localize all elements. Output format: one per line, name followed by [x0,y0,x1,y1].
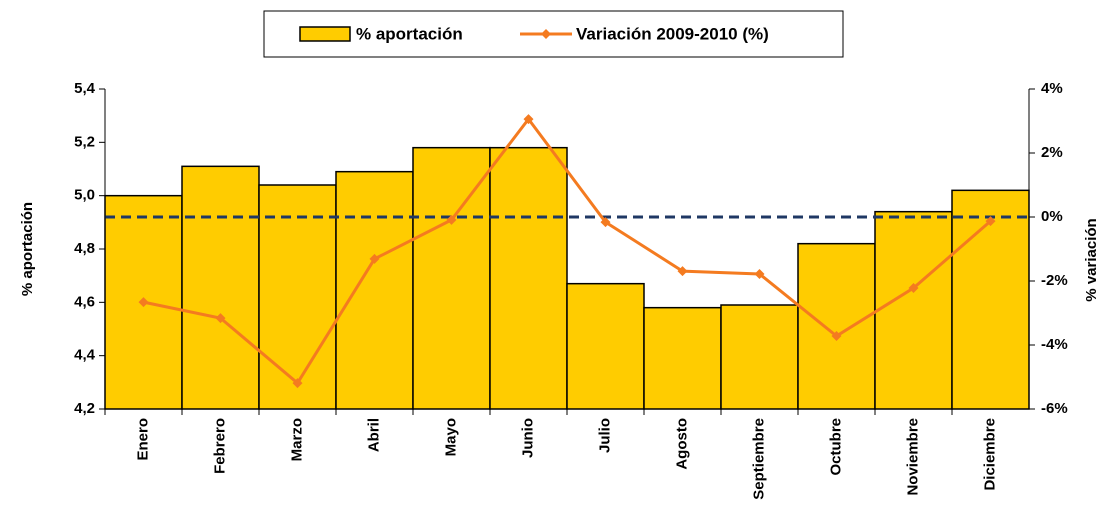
y2-axis-title: % variación [1083,218,1100,301]
line-marker [985,216,996,227]
line-marker [908,283,919,294]
y-tick-label: 5,0 [74,187,95,204]
legend-label: Variación 2009-2010 (%) [576,24,769,43]
x-tick-label: Diciembre [981,418,998,491]
bar [720,304,799,410]
x-tick-label: Julio [596,418,613,453]
y2-tick-label: 4% [1041,80,1063,97]
y-tick-label: 5,4 [74,80,96,97]
y2-tick-label: -4% [1041,336,1068,353]
bar [797,242,876,410]
bar [643,306,722,410]
bar [566,282,645,410]
line-marker [677,266,688,277]
bar [489,146,568,410]
y-tick-label: 5,2 [74,133,95,150]
y-tick-label: 4,6 [74,293,95,310]
x-tick-label: Enero [134,418,151,461]
x-tick-label: Septiembre [750,418,767,500]
y-tick-label: 4,2 [74,400,95,417]
y2-tick-label: -2% [1041,272,1068,289]
bar [258,184,337,410]
y2-tick-label: 2% [1041,144,1063,161]
bar [412,146,491,410]
line-marker [292,378,303,389]
line-marker [369,253,380,264]
x-tick-label: Junio [519,418,536,458]
y-tick-label: 4,8 [74,240,95,257]
bar [335,170,414,410]
legend-label: % aportación [356,24,463,43]
legend-swatch [299,26,351,42]
x-tick-label: Marzo [288,418,305,461]
y-axis-title: % aportación [19,202,36,296]
line-marker [754,268,765,279]
bar [874,210,953,410]
line-marker [446,214,457,225]
y-tick-label: 4,4 [74,347,96,364]
legend-marker [541,29,551,39]
x-tick-label: Noviembre [904,418,921,496]
line-marker [138,297,149,308]
bar [181,165,260,410]
line-marker [523,114,534,125]
line-marker [600,217,611,228]
y2-tick-label: 0% [1041,208,1063,225]
line-marker [831,331,842,342]
x-tick-label: Febrero [211,418,228,474]
x-tick-label: Agosto [673,418,690,470]
x-tick-label: Octubre [827,418,844,476]
y2-tick-label: -6% [1041,400,1068,417]
line-marker [215,313,226,324]
line-series [143,116,992,386]
x-tick-label: Mayo [442,418,459,456]
bar [951,189,1030,410]
x-tick-label: Abril [365,418,382,452]
